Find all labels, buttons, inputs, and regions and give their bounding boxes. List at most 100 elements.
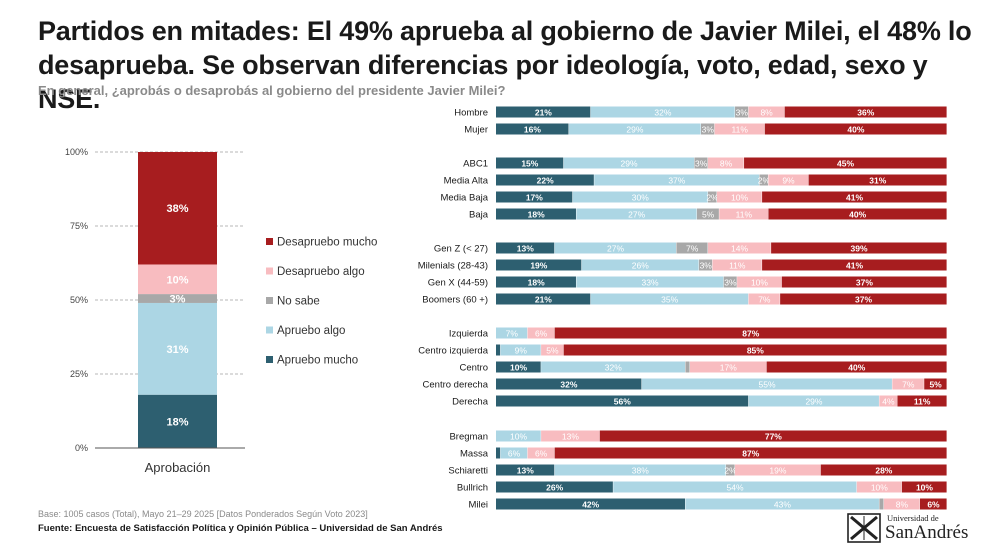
bar-segment-apruebo-algo bbox=[563, 157, 695, 169]
bar-segment-apruebo-algo bbox=[554, 242, 676, 254]
y-tick-label: 25% bbox=[70, 369, 88, 379]
legend-label: Desapruebo algo bbox=[277, 266, 365, 278]
data-label: 55% bbox=[759, 379, 776, 389]
bar-segment-apruebo-mucho bbox=[496, 481, 613, 493]
data-label: 30% bbox=[632, 192, 649, 202]
bar-segment-desapruebo-mucho bbox=[762, 259, 947, 271]
bar-segment-apruebo-algo bbox=[613, 481, 857, 493]
bar-segment-desapruebo-mucho bbox=[784, 106, 947, 118]
bar-segment-apruebo-mucho bbox=[496, 378, 642, 390]
data-label: 27% bbox=[628, 209, 645, 219]
bar-segment-desapruebo-algo bbox=[719, 208, 768, 220]
page-subtitle: En general, ¿aprobás o desaprobás al gob… bbox=[38, 83, 506, 98]
bar-segment-desapruebo-mucho bbox=[771, 242, 947, 254]
bar-segment-apruebo-mucho bbox=[496, 157, 564, 169]
data-label: 6% bbox=[927, 499, 940, 509]
data-label: 15% bbox=[521, 158, 538, 168]
bar-segment-apruebo-algo bbox=[685, 498, 879, 510]
data-label: 13% bbox=[517, 243, 534, 253]
bar-segment-apruebo-mucho bbox=[496, 361, 541, 373]
bar-segment-desapruebo-mucho bbox=[744, 157, 947, 169]
logo-main-text: SanAndrés bbox=[885, 522, 969, 543]
legend-swatch bbox=[266, 297, 273, 304]
row-label: Centro izquierda bbox=[418, 346, 488, 357]
data-label: 10% bbox=[166, 274, 188, 286]
data-label: 11% bbox=[736, 209, 753, 219]
bar-segment-desapruebo-algo bbox=[527, 327, 555, 339]
bar-segment-desapruebo-mucho bbox=[768, 208, 947, 220]
bar-segment-apruebo-mucho bbox=[496, 123, 569, 135]
data-label: 14% bbox=[731, 243, 748, 253]
bar-segment-apruebo-mucho bbox=[496, 106, 591, 118]
data-label: 10% bbox=[751, 277, 768, 287]
bar-segment-apruebo-algo bbox=[572, 191, 708, 203]
bar-segment-apruebo-algo bbox=[496, 430, 541, 442]
bar-segment-apruebo-algo bbox=[576, 276, 724, 288]
bar-segment-desapruebo-algo bbox=[138, 264, 217, 295]
data-label: 45% bbox=[837, 158, 854, 168]
bar-segment-apruebo-mucho bbox=[496, 293, 591, 305]
bar-segment-desapruebo-algo bbox=[689, 361, 767, 373]
data-label: 5% bbox=[546, 345, 559, 355]
data-label: 3% bbox=[170, 294, 186, 306]
data-label: 26% bbox=[632, 260, 649, 270]
bar-segment-apruebo-algo bbox=[590, 293, 749, 305]
data-label: 17% bbox=[526, 192, 543, 202]
bar-segment-no-sabe bbox=[707, 191, 717, 203]
row-label: Milei bbox=[468, 500, 488, 511]
bar-segment-apruebo-mucho bbox=[496, 242, 555, 254]
data-label: 2% bbox=[724, 465, 737, 475]
row-label: ABC1 bbox=[463, 159, 488, 170]
data-label: 10% bbox=[916, 482, 933, 492]
row-label: Gen Z (< 27) bbox=[434, 244, 488, 255]
base-note: Base: 1005 casos (Total), Mayo 21–29 202… bbox=[38, 509, 368, 519]
data-label: 38% bbox=[632, 465, 649, 475]
data-label: 32% bbox=[654, 107, 671, 117]
legend-swatch bbox=[266, 356, 273, 363]
data-label: 3% bbox=[702, 124, 715, 134]
y-tick-label: 75% bbox=[70, 221, 88, 231]
bar-segment-apruebo-mucho bbox=[496, 276, 576, 288]
bar-segment-no-sabe bbox=[701, 123, 715, 135]
data-label: 8% bbox=[720, 158, 733, 168]
row-label: Schiaretti bbox=[448, 466, 488, 477]
y-tick-label: 50% bbox=[70, 295, 88, 305]
bar-segment-desapruebo-mucho bbox=[901, 481, 947, 493]
bar-segment-desapruebo-algo bbox=[707, 157, 744, 169]
row-label: Baja bbox=[469, 210, 489, 221]
row-label: Mujer bbox=[464, 125, 488, 136]
bar-segment-desapruebo-algo bbox=[768, 174, 809, 186]
data-label: 6% bbox=[535, 448, 548, 458]
data-label: 2% bbox=[706, 192, 719, 202]
university-logo: Universidad de SanAndrés bbox=[845, 512, 980, 544]
data-label: 19% bbox=[769, 465, 786, 475]
data-label: 42% bbox=[582, 499, 599, 509]
bar-segment-apruebo-algo bbox=[581, 259, 699, 271]
data-label: 41% bbox=[846, 260, 863, 270]
bar-segment-desapruebo-algo bbox=[883, 498, 920, 510]
bar-segment-desapruebo-mucho bbox=[554, 327, 947, 339]
data-label: 7% bbox=[506, 328, 519, 338]
bar-segment-desapruebo-mucho bbox=[766, 361, 947, 373]
row-label: Izquierda bbox=[449, 329, 489, 340]
bar-segment-apruebo-algo bbox=[576, 208, 697, 220]
data-label: 11% bbox=[732, 124, 749, 134]
bar-segment-apruebo-mucho bbox=[496, 464, 555, 476]
data-label: 7% bbox=[902, 379, 915, 389]
bar-segment-desapruebo-algo bbox=[879, 395, 897, 407]
bar-segment-apruebo-algo bbox=[496, 327, 528, 339]
bar-segment-apruebo-algo bbox=[641, 378, 892, 390]
bar-segment-no-sabe bbox=[723, 276, 737, 288]
data-label: 10% bbox=[510, 431, 527, 441]
bar-segment-desapruebo-mucho bbox=[919, 498, 947, 510]
data-label: 3% bbox=[700, 260, 713, 270]
data-label: 18% bbox=[528, 209, 545, 219]
bar-segment-desapruebo-mucho bbox=[599, 430, 947, 442]
bar-segment-desapruebo-algo bbox=[714, 123, 765, 135]
data-label: 5% bbox=[929, 379, 942, 389]
data-label: 56% bbox=[614, 396, 631, 406]
bar-segment-apruebo-algo bbox=[594, 174, 760, 186]
bar-segment-desapruebo-mucho bbox=[820, 464, 947, 476]
data-label: 4% bbox=[882, 396, 895, 406]
data-label: 35% bbox=[661, 294, 678, 304]
